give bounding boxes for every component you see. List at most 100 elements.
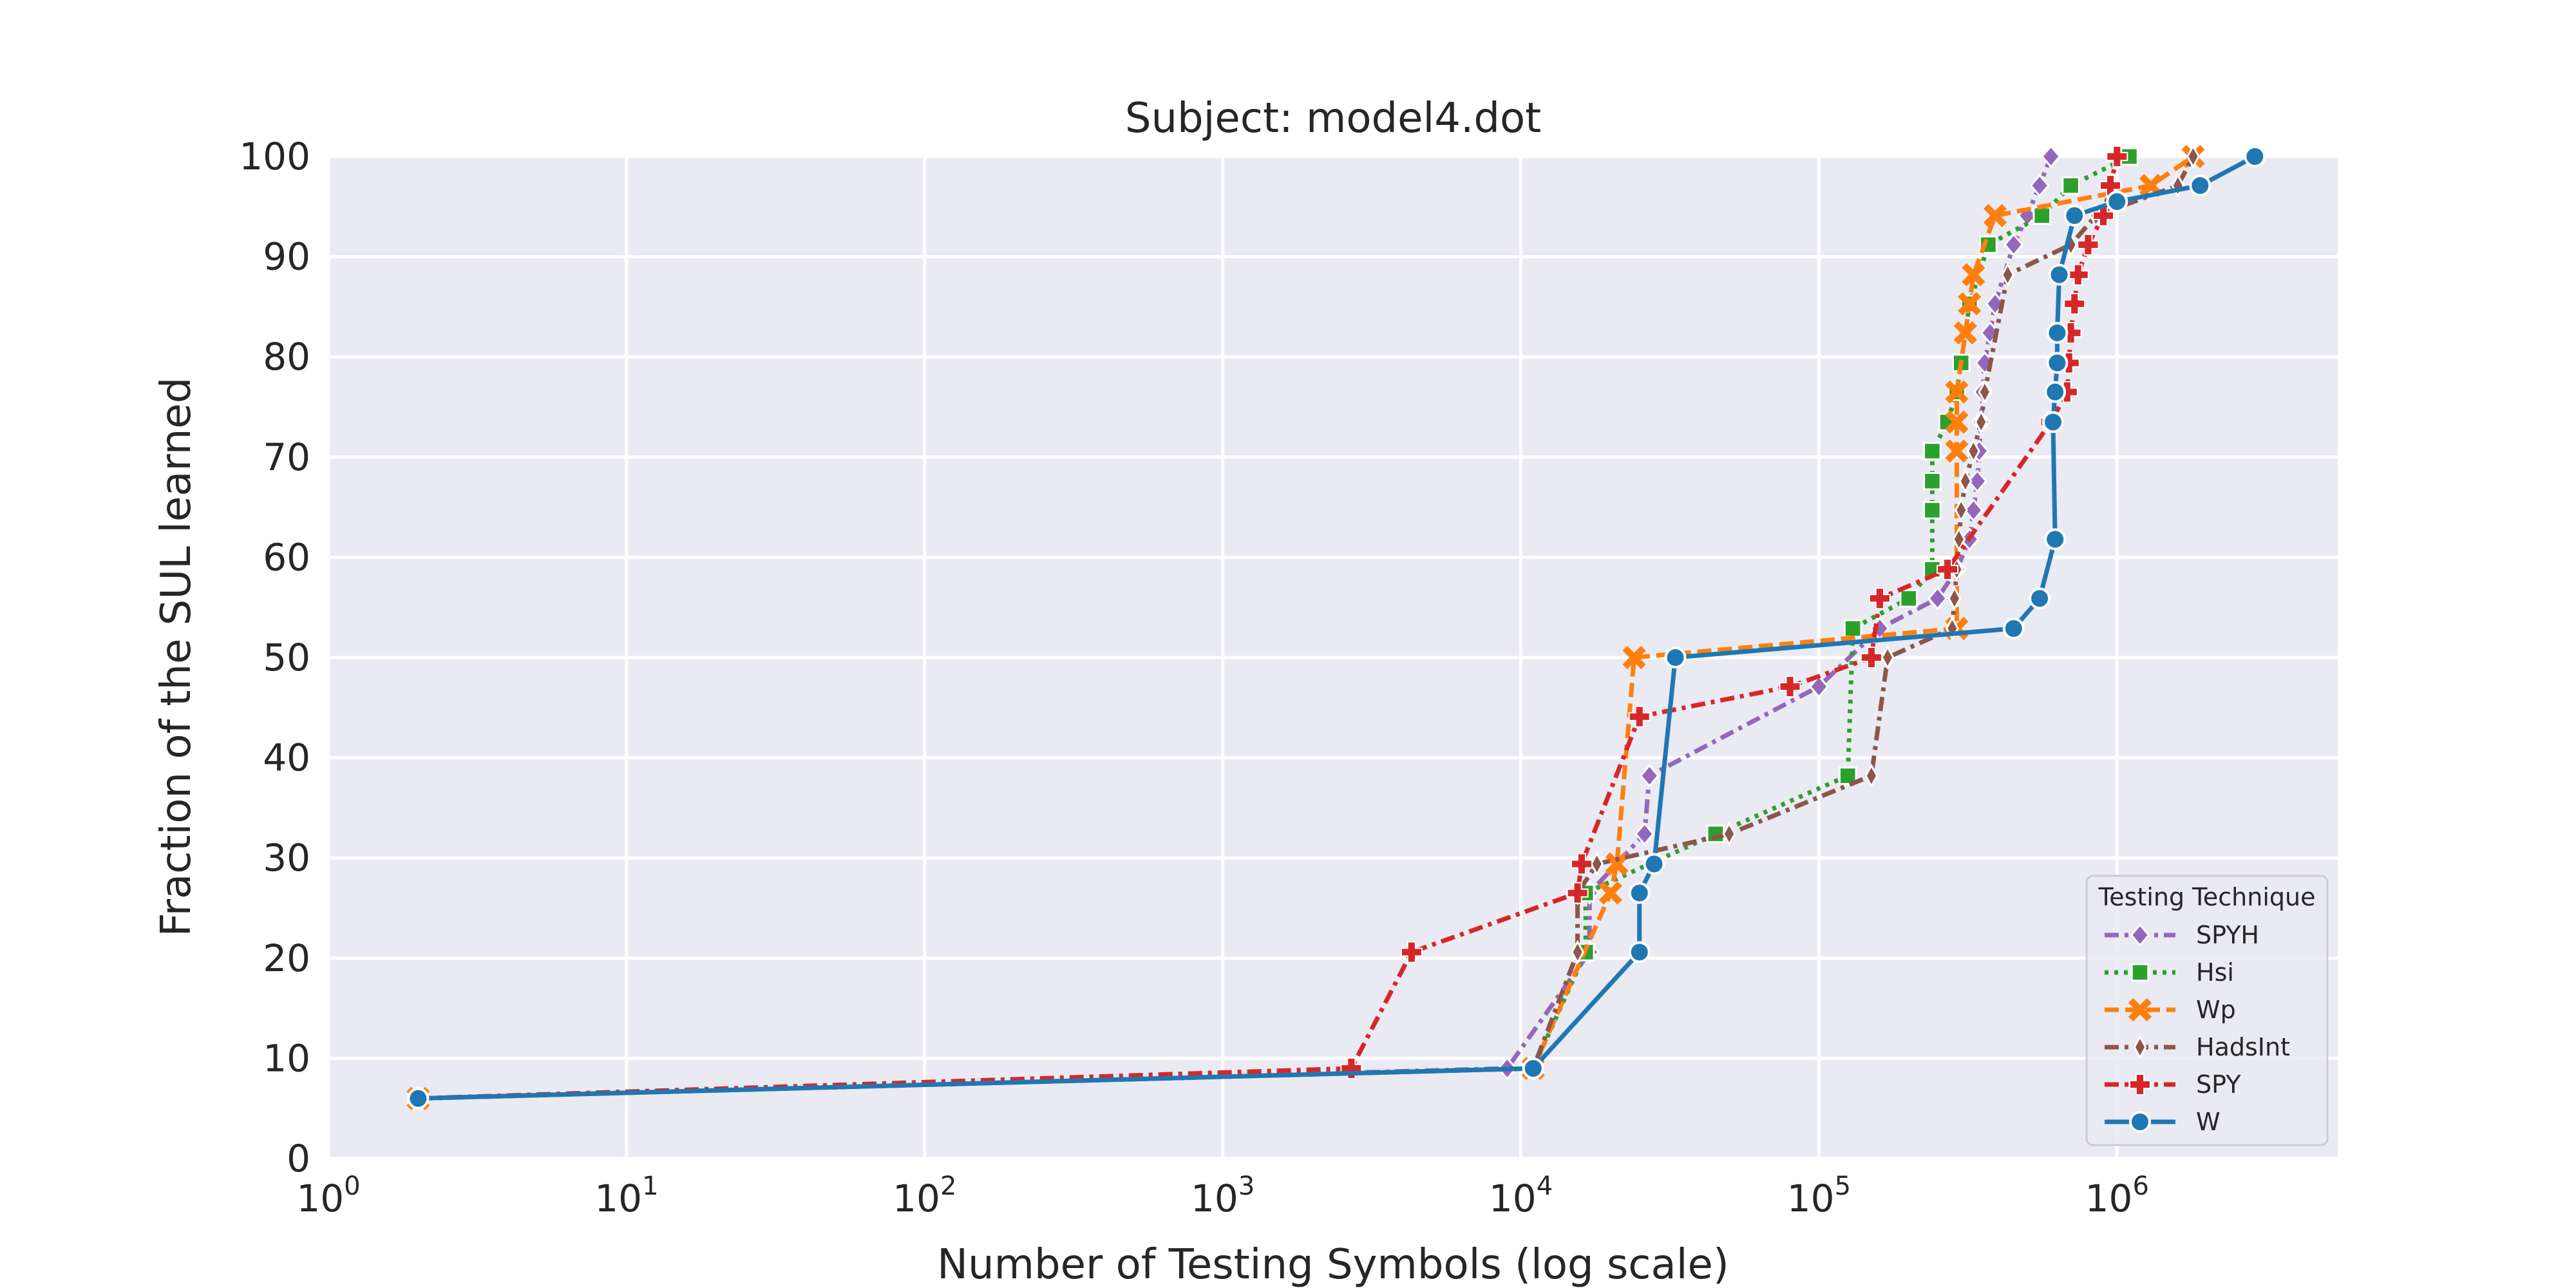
y-tick-label: 40	[263, 736, 310, 780]
data-point-spy	[2106, 146, 2128, 167]
x-tick-exponent: 4	[1537, 1171, 1553, 1201]
legend: Testing Technique SPYH Hsi Wp HadsInt SPY W	[2085, 875, 2329, 1146]
data-point-wp-stroke	[1622, 645, 1646, 670]
data-point-hadsint	[1864, 763, 1879, 788]
y-tick-label: 10	[263, 1036, 310, 1080]
chart-title: Subject: model4.dot	[1125, 95, 1541, 142]
data-point-wp-stroke	[1958, 292, 1982, 316]
data-point-w	[2044, 381, 2067, 403]
data-point-hadsint	[1571, 940, 1585, 965]
data-point-w	[2189, 175, 2211, 197]
data-point-w	[407, 1087, 430, 1110]
x-tick-base: 10	[1787, 1177, 1835, 1220]
x-tick-label: 103	[1191, 1171, 1255, 1220]
y-tick-label: 100	[239, 135, 310, 178]
x-tick-exponent: 3	[1238, 1171, 1255, 1201]
data-point-w	[2046, 352, 2069, 374]
data-point-wp	[1962, 263, 1985, 287]
data-point-hsi	[1843, 619, 1862, 638]
data-point-wp-stroke	[1945, 439, 1969, 463]
legend-entry-wp: Wp	[2105, 996, 2236, 1024]
x-tick-base: 10	[893, 1177, 940, 1220]
legend-label: W	[2196, 1108, 2221, 1136]
data-point-wp-stroke	[1953, 321, 1977, 345]
data-point-wp	[1598, 881, 1622, 905]
data-point-spy	[2077, 233, 2099, 256]
x-axis-ticks: 100 101 102 103 104 105 106	[296, 1171, 2149, 1220]
data-point-wp	[1945, 439, 1969, 463]
data-point-w	[1628, 882, 1651, 904]
data-point-spyh	[1967, 469, 1987, 493]
series-group	[406, 144, 2266, 1111]
legend-title: Testing Technique	[2098, 883, 2315, 911]
data-point-hsi	[2061, 176, 2080, 195]
y-tick-label: 80	[263, 335, 310, 379]
data-point-w	[2044, 528, 2067, 551]
data-point-w	[1643, 853, 1665, 875]
x-tick-base: 10	[1489, 1177, 1537, 1220]
data-point-w	[1664, 647, 1687, 668]
data-point-hadsint	[1952, 527, 1966, 552]
data-point-spyh	[1808, 674, 1829, 699]
y-axis-ticks: 0 10 20 30 40 50 60 70 80 90 100	[239, 135, 310, 1180]
data-point-w	[1522, 1057, 1544, 1079]
data-point-hsi	[1923, 500, 1942, 520]
x-tick-exponent: 2	[940, 1171, 956, 1201]
y-tick-label: 0	[287, 1137, 310, 1180]
data-point-hsi	[2032, 206, 2052, 225]
legend-marker	[2128, 998, 2152, 1022]
data-point-hadsint	[1978, 379, 1992, 404]
data-point-hadsint	[1974, 410, 1988, 435]
data-point-spy	[1860, 647, 1882, 668]
x-tick-exponent: 1	[642, 1171, 658, 1201]
x-tick-exponent: 6	[2132, 1171, 2148, 1201]
data-point-wp-stroke	[1945, 380, 1969, 404]
data-point-wp-stroke	[2139, 174, 2163, 198]
x-tick-base: 10	[1191, 1177, 1238, 1220]
legend-entry-spy: SPY	[2105, 1070, 2241, 1099]
data-point-hsi	[1923, 442, 1942, 460]
data-point-hadsint	[1954, 498, 1968, 523]
x-axis-label: Number of Testing Symbols (log scale)	[937, 1241, 1729, 1288]
legend-label: Hsi	[2196, 958, 2234, 987]
data-point-spyh	[2003, 232, 2024, 257]
x-tick-exponent: 5	[1835, 1171, 1851, 1201]
x-tick-exponent: 0	[344, 1171, 360, 1201]
y-tick-label: 90	[263, 235, 310, 279]
legend-marker-stroke	[2128, 998, 2152, 1022]
data-point-hadsint	[1590, 851, 1604, 876]
data-point-w	[2046, 321, 2069, 344]
legend-label: SPYH	[2196, 921, 2259, 949]
data-point-hadsint	[1966, 439, 1980, 464]
data-point-hadsint	[1958, 469, 1973, 494]
data-point-wp-stroke	[1945, 410, 1969, 434]
legend-marker	[2130, 923, 2150, 947]
data-point-w	[2106, 191, 2128, 213]
data-point-spy	[1566, 882, 1589, 904]
data-point-w	[2041, 411, 2064, 433]
data-point-spy	[2063, 292, 2086, 315]
legend-marker	[2130, 963, 2150, 982]
data-point-spyh	[1927, 586, 1948, 611]
legend-marker	[2129, 1074, 2151, 1095]
data-point-wp	[1958, 292, 1982, 316]
legend-entry-hsi: Hsi	[2105, 958, 2234, 987]
data-point-spy	[1937, 558, 1959, 581]
legend-entry-hadsint: HadsInt	[2105, 1033, 2290, 1061]
x-tick-label: 106	[2085, 1171, 2149, 1220]
data-point-spy	[1571, 853, 1593, 875]
data-point-wp	[1622, 645, 1646, 670]
legend-label: Wp	[2196, 996, 2236, 1024]
data-point-wp	[1945, 380, 1969, 404]
y-tick-label: 50	[263, 636, 310, 679]
data-point-hsi	[1899, 589, 1918, 608]
y-tick-label: 70	[263, 435, 310, 479]
x-tick-base: 10	[2085, 1177, 2133, 1220]
data-point-spy	[1628, 705, 1651, 728]
data-point-wp	[1945, 410, 1969, 434]
data-point-spy	[1779, 676, 1801, 698]
data-point-hadsint	[1722, 821, 1736, 846]
legend-marker	[2133, 1034, 2147, 1060]
data-point-spy	[1868, 587, 1891, 610]
